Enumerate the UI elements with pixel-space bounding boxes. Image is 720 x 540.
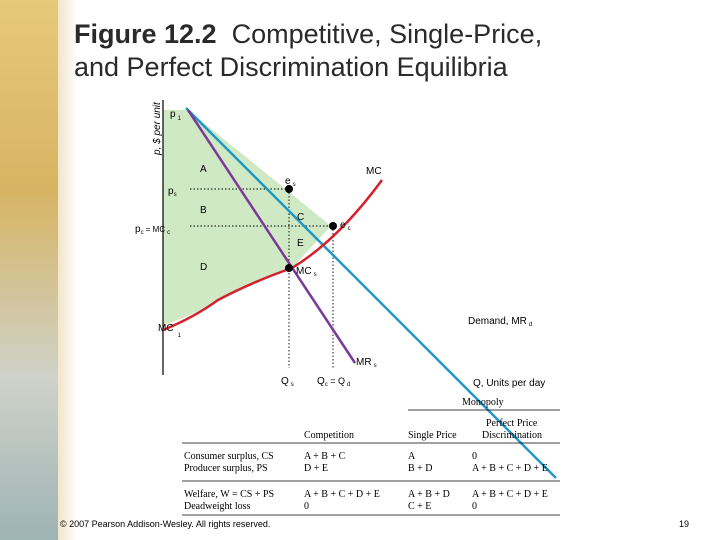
label-ps: ps [168,186,177,198]
cell-perfect: A + B + C + D + E [472,489,548,500]
table-row-producer-surplus: Producer surplus, PS D + E B + D A + B +… [184,463,548,474]
x-axis-label: Q, Units per day [473,378,545,389]
label-pc-mc: pc = MC c [135,224,170,236]
table-row-deadweight-loss: Deadweight loss 0 C + E 0 [184,501,477,512]
mc-curve [162,179,384,332]
cell-perfect: 0 [472,451,477,462]
title-line-2: and Perfect Discrimination Equilibria [74,52,508,82]
cell-single: C + E [408,501,431,512]
cell-perfect: 0 [472,501,477,512]
label-demand: Demand, MR d [468,316,532,328]
row-label: Producer surplus, PS [184,463,268,474]
area-a-label: A [200,164,207,175]
row-label: Welfare, W = CS + PS [184,489,274,500]
row-label: Consumer surplus, CS [184,451,274,462]
area-c-label: C [297,212,304,223]
page-number: 19 [679,519,690,529]
mr-curve [186,109,357,364]
cell-competition: A + B + C [304,451,346,462]
surplus-table: Monopoly Competition Single Price Perfec… [182,397,560,516]
slide-title: Figure 12.2 Competitive, Single-Price, a… [74,18,694,84]
copyright-footer: © 2007 Pearson Addison-Wesley. All right… [60,519,271,529]
area-b-label: B [200,205,207,216]
cell-competition: D + E [304,463,328,474]
label-mrs: MR s [356,357,377,369]
label-mcs: MC s [296,266,317,278]
row-label: Deadweight loss [184,501,250,512]
label-mc1: MC1 [158,323,182,339]
table-header-competition: Competition [304,430,354,441]
point-ec [329,222,337,230]
cell-competition: A + B + C + D + E [304,489,380,500]
title-text: Competitive, Single-Price, [231,19,543,49]
decorative-side-fade [58,0,78,540]
cell-single: A + B + D [408,489,450,500]
table-monopoly-header: Monopoly [462,397,504,408]
table-row-consumer-surplus: Consumer surplus, CS A + B + C A 0 [184,451,477,462]
figure-number: Figure 12.2 [74,19,217,49]
demand-curve [185,107,557,479]
cell-perfect: A + B + C + D + E [472,463,548,474]
table-header-discrimination: Discrimination [482,430,542,441]
table-row-welfare: Welfare, W = CS + PS A + B + C + D + E A… [184,489,548,500]
area-e-label: E [297,238,304,249]
y-axis-label: p, $ per unit [152,101,163,156]
area-d-label: D [200,262,207,273]
table-header-perfect-price: Perfect Price [486,418,538,429]
cell-single: A [408,451,416,462]
decorative-side-strip [0,0,58,540]
label-mc-curve: MC [366,166,382,177]
cell-single: B + D [408,463,433,474]
point-mcs [285,264,293,272]
cell-competition: 0 [304,501,309,512]
point-es [285,185,293,193]
table-header-single-price: Single Price [408,430,457,441]
surplus-shaded-area [163,110,331,325]
